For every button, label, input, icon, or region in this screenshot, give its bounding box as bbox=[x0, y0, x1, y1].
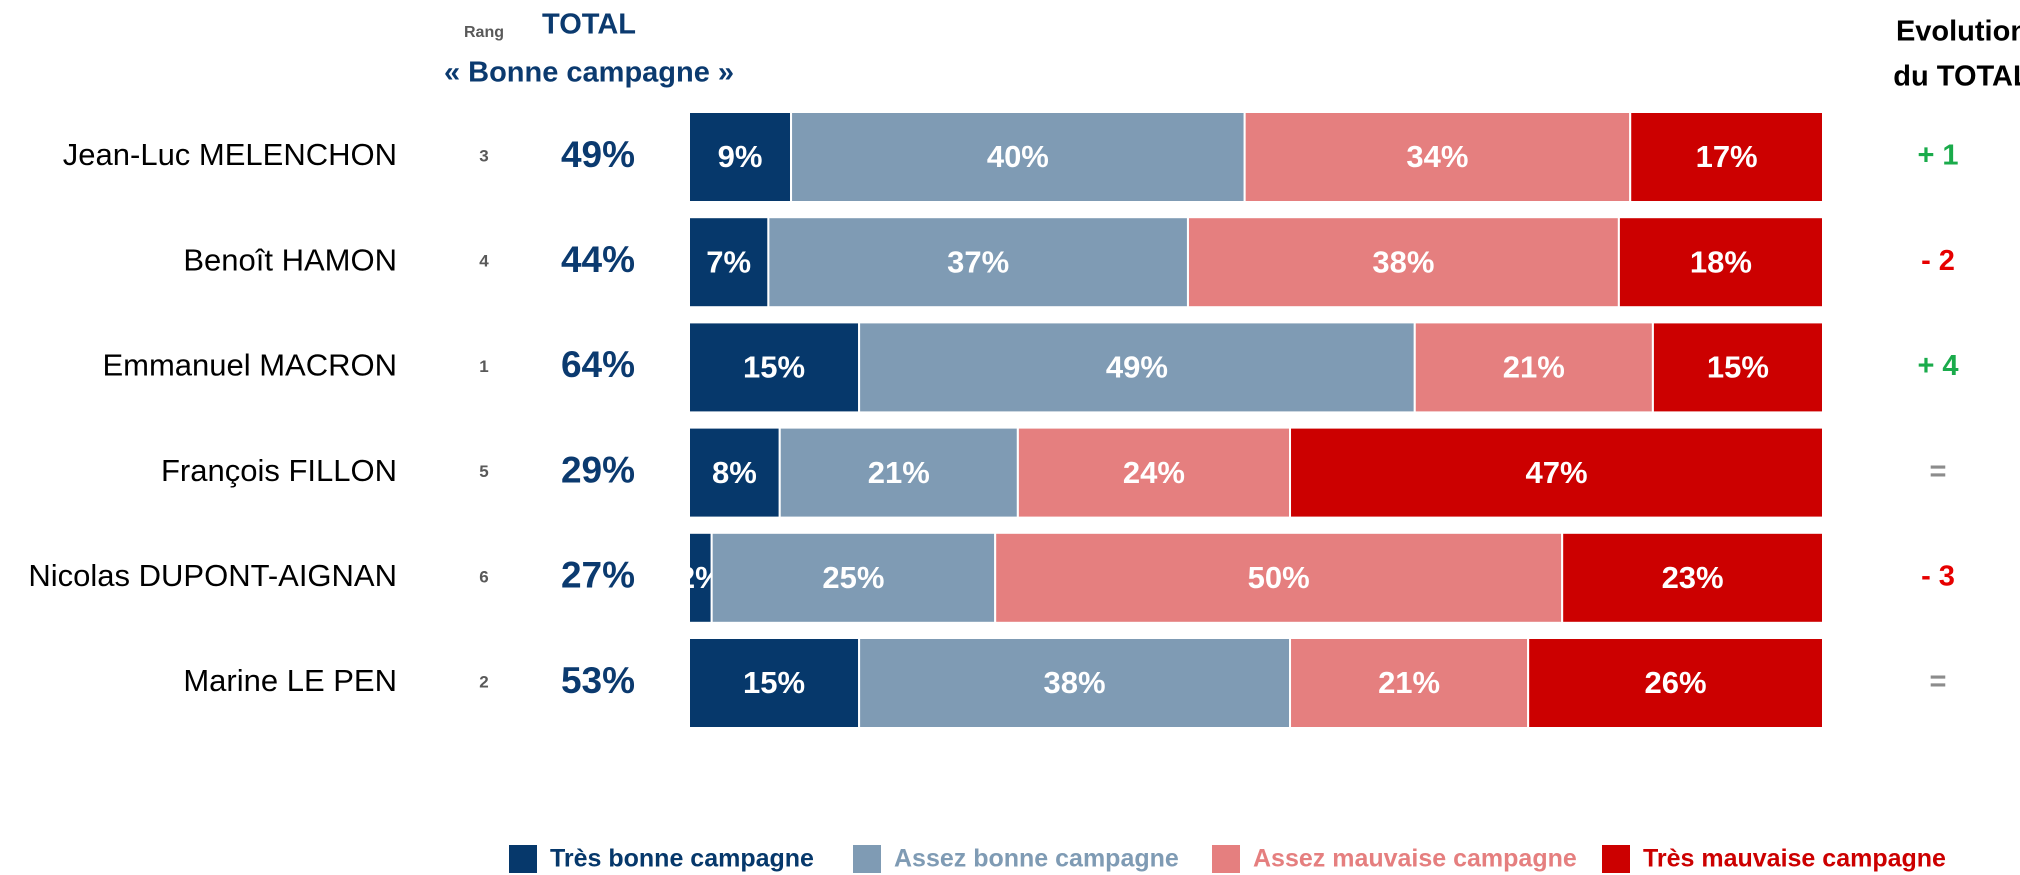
bar-label: 15% bbox=[1707, 350, 1769, 385]
bar-label: 21% bbox=[868, 455, 930, 490]
bar-label: 21% bbox=[1503, 350, 1565, 385]
legend-label: Très bonne campagne bbox=[550, 845, 814, 873]
bar-segment bbox=[858, 321, 1416, 414]
rank-label: 5 bbox=[479, 462, 488, 481]
rank-label: 3 bbox=[479, 146, 488, 165]
bar-label: 47% bbox=[1525, 455, 1587, 490]
legend-swatch bbox=[853, 845, 881, 873]
rank-header: Rang bbox=[464, 24, 504, 41]
rank-label: 4 bbox=[479, 252, 489, 271]
category-label: Emmanuel MACRON bbox=[102, 348, 397, 383]
evolution-label: + 4 bbox=[1917, 350, 1958, 382]
legend-label: Assez bonne campagne bbox=[894, 845, 1179, 873]
total-label: 44% bbox=[561, 239, 635, 280]
bar-segment bbox=[688, 321, 861, 414]
bar-label: 9% bbox=[718, 139, 763, 174]
bar-label: 24% bbox=[1123, 455, 1185, 490]
bar-label: 18% bbox=[1690, 244, 1752, 279]
bar-label: 26% bbox=[1645, 665, 1707, 700]
bar-label: 50% bbox=[1248, 560, 1310, 595]
bar-label: 49% bbox=[1106, 350, 1168, 385]
bar-label: 23% bbox=[1662, 560, 1724, 595]
rank-label: 6 bbox=[479, 567, 488, 586]
bar-segment bbox=[994, 531, 1564, 624]
bar-segment bbox=[778, 426, 1019, 519]
legend-swatch bbox=[1212, 845, 1240, 873]
rank-label: 2 bbox=[479, 672, 488, 691]
bar-segment bbox=[1561, 531, 1825, 624]
bar-label: 15% bbox=[743, 350, 805, 385]
total-label: 27% bbox=[561, 555, 635, 596]
bar-label: 40% bbox=[987, 139, 1049, 174]
category-label: Jean-Luc MELENCHON bbox=[63, 137, 397, 172]
category-label: François FILLON bbox=[161, 453, 397, 488]
bar-label: 15% bbox=[743, 665, 805, 700]
bar-segment bbox=[767, 216, 1189, 309]
legend-swatch bbox=[509, 845, 537, 873]
bar-label: 17% bbox=[1696, 139, 1758, 174]
bar-segment bbox=[1186, 216, 1620, 309]
rank-label: 1 bbox=[479, 357, 488, 376]
total-label: 64% bbox=[561, 344, 635, 385]
total-label: 49% bbox=[561, 134, 635, 175]
evolution-label: = bbox=[1930, 455, 1947, 487]
bar-label: 21% bbox=[1378, 665, 1440, 700]
bar-segment bbox=[688, 216, 770, 309]
bar-segment bbox=[1527, 637, 1825, 729]
bar-label: 37% bbox=[947, 244, 1009, 279]
bar-segment bbox=[1617, 216, 1824, 309]
bar-segment bbox=[1243, 111, 1632, 203]
bar-segment bbox=[858, 637, 1292, 729]
bar-label: 34% bbox=[1406, 139, 1468, 174]
total-label: 29% bbox=[561, 449, 635, 490]
bar-label: 8% bbox=[712, 455, 757, 490]
evolution-label: - 3 bbox=[1921, 560, 1955, 592]
bar-segment bbox=[688, 111, 793, 203]
evolution-label: = bbox=[1930, 666, 1947, 698]
bar-segment bbox=[688, 426, 781, 519]
legend-swatch bbox=[1602, 845, 1630, 873]
bar-label: 38% bbox=[1372, 244, 1434, 279]
total-header: « Bonne campagne » bbox=[444, 57, 734, 89]
category-label: Marine LE PEN bbox=[183, 663, 397, 698]
bar-segment bbox=[1651, 321, 1825, 414]
legend-label: Très mauvaise campagne bbox=[1643, 845, 1946, 873]
total-label: 53% bbox=[561, 660, 635, 701]
bar-label: 25% bbox=[822, 560, 884, 595]
bar-segment bbox=[1289, 426, 1824, 519]
bar-segment bbox=[1629, 111, 1824, 203]
legend-label: Assez mauvaise campagne bbox=[1253, 845, 1577, 873]
bar-label: 38% bbox=[1044, 665, 1106, 700]
evolution-label: - 2 bbox=[1921, 245, 1955, 277]
evolution-header: du TOTAL bbox=[1893, 61, 2020, 93]
evolution-label: + 1 bbox=[1917, 140, 1958, 172]
evolution-header: Evolution bbox=[1896, 16, 2020, 48]
category-label: Benoît HAMON bbox=[183, 242, 397, 277]
category-label: Nicolas DUPONT-AIGNAN bbox=[28, 558, 397, 593]
bar-segment bbox=[710, 531, 997, 624]
bar-segment bbox=[790, 111, 1246, 203]
bar-label: 7% bbox=[706, 244, 751, 279]
total-header: TOTAL bbox=[542, 9, 636, 41]
